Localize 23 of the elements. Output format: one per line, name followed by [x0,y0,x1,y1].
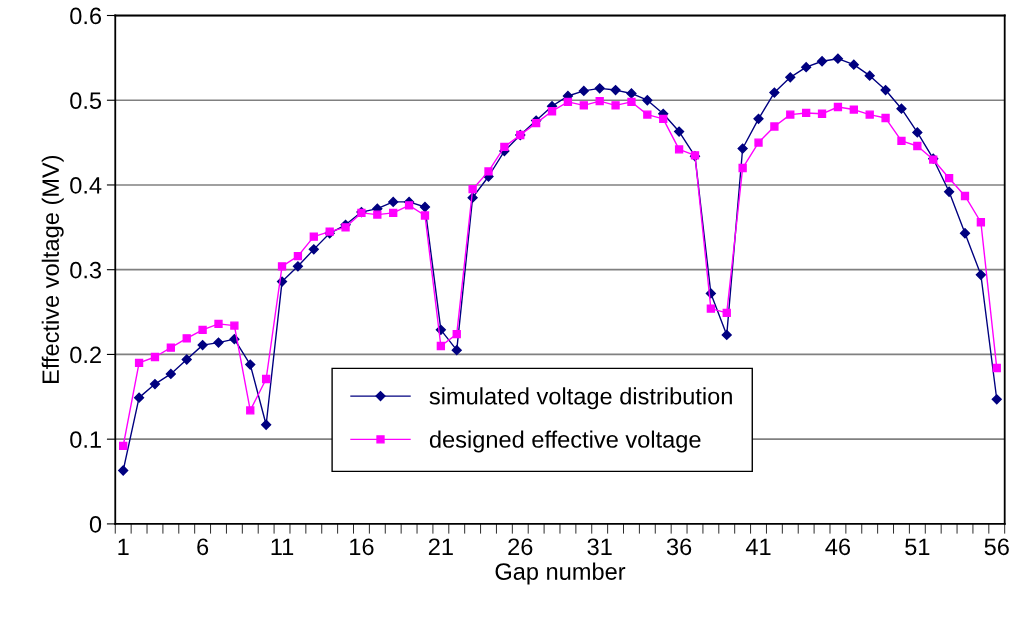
x-tick-label: 16 [350,538,374,556]
legend-label: designed effective voltage [429,430,701,453]
x-tick-label: 51 [905,538,930,556]
y-tick-label: 0 [89,515,102,533]
x-tick-label: 56 [984,538,1009,556]
y-tick-label: 0.2 [70,346,101,364]
x-tick-label: 21 [428,538,453,555]
y-tick-label: 0.5 [70,92,102,110]
x-tick-label: 6 [197,538,209,556]
x-axis-title: Gap number [495,562,626,585]
y-tick-label: 0.6 [70,7,102,25]
y-tick-label: 0.4 [70,177,102,194]
x-tick-label: 41 [745,538,771,555]
y-tick-label: 0.3 [70,261,102,279]
x-tick-label: 11 [271,538,294,555]
x-tick-label: 1 [118,538,129,555]
x-tick-label: 31 [587,538,612,556]
x-tick-label: 36 [666,538,692,556]
x-tick-label: 46 [825,538,851,556]
legend-label: simulated voltage distribution [429,387,732,410]
y-tick-label: 0.1 [70,431,101,448]
y-axis-title: Effective voltage (MV) [41,155,64,384]
x-tick-label: 26 [508,538,533,556]
